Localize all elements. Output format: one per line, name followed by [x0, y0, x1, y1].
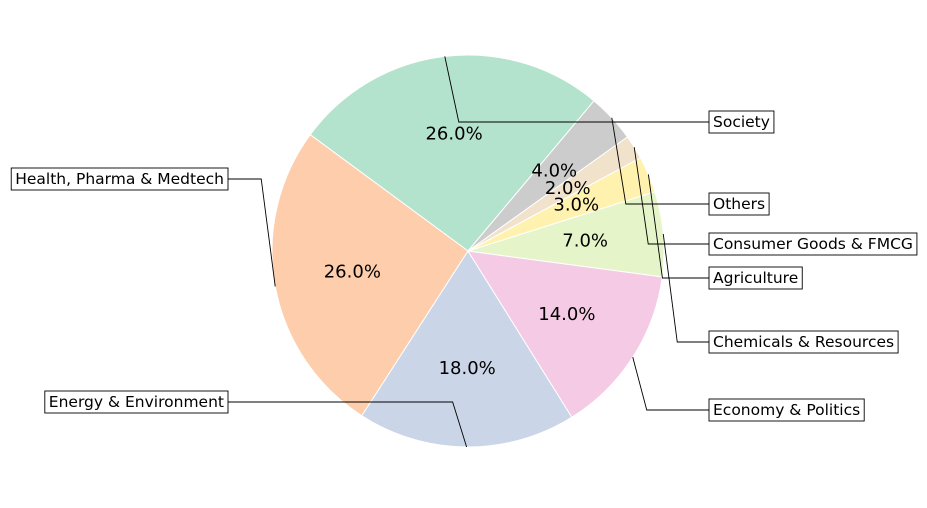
- percent-label-consumer-goods-and-fmcg: 2.0%: [545, 178, 591, 199]
- slice-label-society: Society: [713, 113, 770, 131]
- percent-label-economy-and-politics: 14.0%: [538, 304, 595, 325]
- leader-line-consumer-goods-and-fmcg: [633, 147, 709, 245]
- percent-label-energy-and-environment: 18.0%: [439, 358, 496, 379]
- leader-line-others: [611, 117, 709, 205]
- leader-lines-layer: [228, 56, 709, 448]
- annotations-layer: Society Health, Pharma & Medtech Energy & …: [10, 110, 918, 422]
- slice-label-box-agriculture: [708, 266, 803, 290]
- slice-label-box-society: [708, 110, 775, 134]
- slice-label-health-pharma-and-medtech: Health, Pharma & Medtech: [15, 170, 224, 188]
- slice-label-others: Others: [713, 195, 765, 213]
- percent-label-society: 26.0%: [425, 124, 482, 145]
- pie-slice-health-pharma-and-medtech: [271, 133, 469, 417]
- slice-label-box-energy-and-environment: [44, 390, 229, 414]
- percent-label-chemicals-and-resources: 7.0%: [562, 230, 608, 251]
- slice-label-agriculture: Agriculture: [713, 269, 798, 287]
- percent-labels-layer: 26.0% 26.0% 18.0% 14.0% 7.0% 3.0%2.0%4.0%: [324, 124, 608, 379]
- leader-line-society: [444, 56, 709, 123]
- leader-line-agriculture: [647, 174, 709, 279]
- slice-label-chemicals-and-resources: Chemicals & Resources: [713, 333, 894, 351]
- slice-label-consumer-goods-and-fmcg: Consumer Goods & FMCG: [713, 235, 913, 253]
- pie-slice-economy-and-politics: [467, 250, 663, 418]
- slice-label-economy-and-politics: Economy & Politics: [713, 401, 860, 419]
- slice-label-box-health-pharma-and-medtech: [10, 167, 229, 191]
- percent-label-health-pharma-and-medtech: 26.0%: [324, 262, 381, 283]
- percent-label-others: 4.0%: [531, 161, 577, 182]
- slice-label-box-economy-and-politics: [708, 398, 865, 422]
- percent-label-agriculture: 3.0%: [553, 195, 599, 216]
- slice-label-box-chemicals-and-resources: [708, 330, 899, 354]
- slice-label-energy-and-environment: Energy & Environment: [49, 393, 224, 411]
- leader-line-energy-and-environment: [228, 401, 468, 448]
- slice-label-box-others: [708, 192, 770, 216]
- leader-line-chemicals-and-resources: [662, 233, 709, 343]
- slice-label-box-consumer-goods-and-fmcg: [708, 232, 918, 256]
- leader-line-economy-and-politics: [632, 357, 709, 411]
- leader-line-health-pharma-and-medtech: [228, 178, 276, 287]
- slices-layer: [271, 54, 665, 448]
